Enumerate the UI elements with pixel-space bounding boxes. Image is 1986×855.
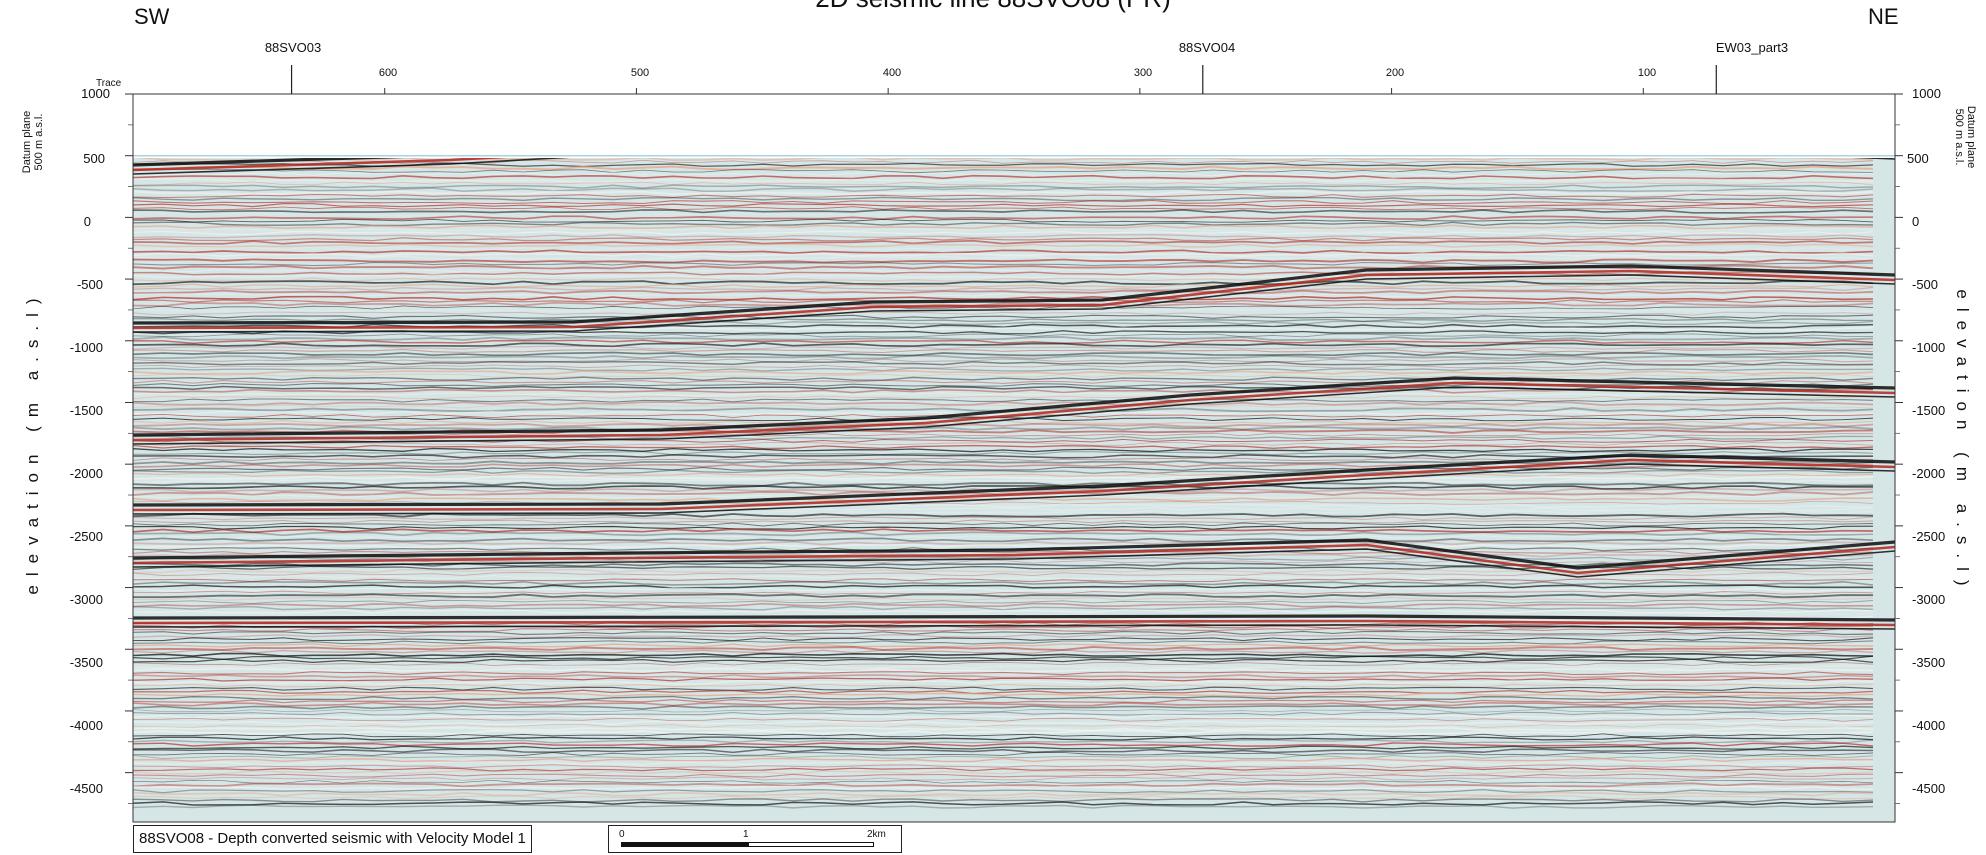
elevation-tick-label: 0 xyxy=(83,214,91,229)
trace-tick-label: 400 xyxy=(882,67,902,79)
figure-title: 2D seismic line 88SVO08 (PR) xyxy=(0,0,1986,14)
scale-bar-segment xyxy=(621,842,748,847)
elevation-tick-label: -3500 xyxy=(69,655,103,670)
trace-tick-label: 100 xyxy=(1637,67,1657,79)
elevation-tick-label-right: -500 xyxy=(1912,277,1939,292)
datum-plane-label-left: Datum plane 500 m a.s.l. xyxy=(21,110,45,174)
datum-plane-label-right: Datum plane 500 m a.s.l. xyxy=(1953,105,1977,169)
trace-tick-label: 500 xyxy=(630,67,650,79)
elevation-tick-label: -4000 xyxy=(69,718,103,733)
scale-bar-segment xyxy=(748,842,874,847)
elevation-tick-label: -1000 xyxy=(69,340,103,355)
section-frame xyxy=(132,93,1896,823)
elevation-tick-label-right: -4500 xyxy=(1912,781,1946,796)
elevation-axis-label-left: elevation (m a.s.l) xyxy=(23,289,42,595)
scale-bar-label: 1 xyxy=(743,829,749,840)
elevation-tick-label-right: -2000 xyxy=(1912,466,1946,481)
elevation-tick-label-right: -3500 xyxy=(1912,655,1946,670)
well-label-88svo04: 88SVO04 xyxy=(1178,40,1236,55)
elevation-tick-label: -4500 xyxy=(69,781,103,796)
elevation-tick-label-right: 500 xyxy=(1907,151,1929,166)
well-label-88svo03: 88SVO03 xyxy=(264,40,322,55)
section-caption: 88SVO08 - Depth converted seismic with V… xyxy=(133,825,532,853)
scale-bar-label: 0 xyxy=(619,829,625,840)
elevation-tick-label: -3000 xyxy=(69,592,103,607)
elevation-tick-label-right: 1000 xyxy=(1912,86,1941,101)
elevation-tick-label: 1000 xyxy=(81,86,110,101)
elevation-tick-label: -500 xyxy=(76,277,103,292)
elevation-tick-label-right: -1000 xyxy=(1912,340,1946,355)
trace-axis-label: Trace xyxy=(96,78,122,89)
direction-left-label: SW xyxy=(134,4,170,29)
trace-tick-label: 600 xyxy=(378,67,398,79)
elevation-tick-label: -1500 xyxy=(69,403,103,418)
elevation-tick-label: -2500 xyxy=(69,529,103,544)
well-label-ew03: EW03_part3 xyxy=(1715,40,1789,55)
trace-tick-label: 300 xyxy=(1133,67,1153,79)
trace-tick-label: 200 xyxy=(1385,67,1405,79)
direction-right-label: NE xyxy=(1868,4,1899,29)
scale-bar-label: 2km xyxy=(867,829,886,840)
elevation-tick-label-right: 0 xyxy=(1912,214,1920,229)
elevation-tick-label-right: -3000 xyxy=(1912,592,1946,607)
elevation-tick-label-right: -4000 xyxy=(1912,718,1946,733)
elevation-axis-label-right: elevation (m a.s.l) xyxy=(1953,289,1972,595)
scale-bar: 0 1 2km xyxy=(608,825,902,853)
elevation-tick-label-right: -2500 xyxy=(1912,529,1946,544)
elevation-tick-label: 500 xyxy=(83,151,105,166)
elevation-tick-label-right: -1500 xyxy=(1912,403,1946,418)
elevation-tick-label: -2000 xyxy=(69,466,103,481)
